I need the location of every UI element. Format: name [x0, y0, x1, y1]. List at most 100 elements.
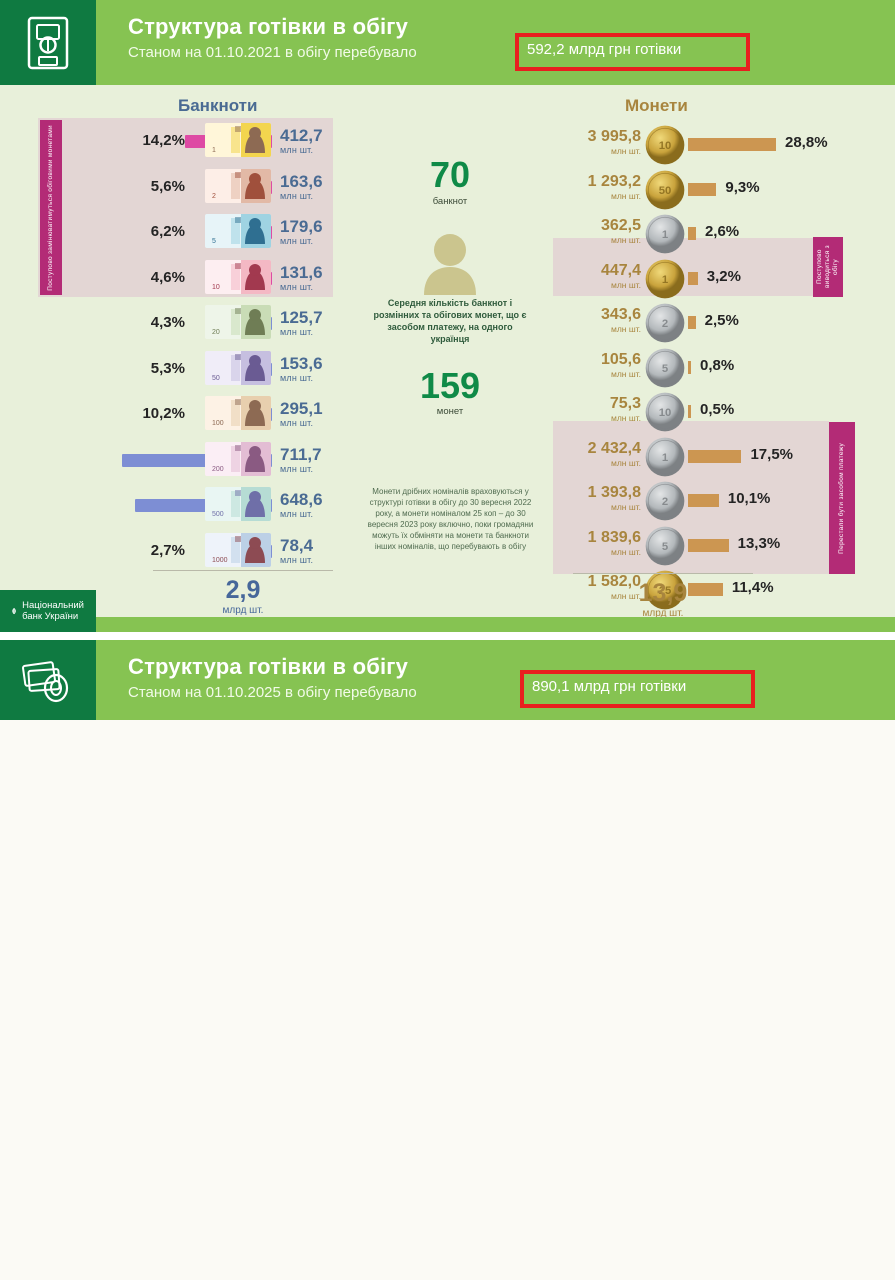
coin-pct: 3,2% [706, 267, 741, 285]
banknote-unit: млн шт. [280, 190, 314, 201]
coin-bar [688, 182, 717, 196]
panel1-banknotes-total-unit: млрд шт. [222, 605, 264, 616]
panel1-title: Структура готівки в обігу [128, 14, 409, 39]
coin-bar [688, 227, 696, 240]
banknote-unit: млн шт. [280, 372, 314, 383]
svg-text:25: 25 [659, 585, 672, 597]
panel1-nbu-badge: Національний банк України [0, 590, 96, 632]
panel2-subtitle: Станом на 01.10.2025 в обігу перебувало [128, 684, 417, 701]
svg-text:1: 1 [662, 274, 668, 286]
banknote-pct: 5,3% [150, 359, 185, 377]
svg-text:200: 200 [212, 466, 224, 473]
coin-bar [688, 360, 691, 374]
svg-text:5: 5 [662, 541, 668, 553]
banknote-pct: 5,6% [150, 177, 185, 195]
coin-pct: 0,5% [700, 401, 735, 418]
coin-value: 3 995,8 [587, 128, 641, 145]
coin-value: 1 839,6 [587, 528, 641, 546]
panel2-header-texts: Структура готівки в обігу Станом на 01.1… [128, 654, 417, 701]
coin-value: 105,6 [600, 350, 641, 368]
coin-value: 75,3 [609, 395, 641, 412]
banknote-image-100: 100 [205, 396, 271, 430]
svg-text:2: 2 [662, 318, 668, 330]
panel-2021: Структура готівки в обігу Станом на 01.1… [0, 0, 895, 632]
coin-bar [688, 583, 723, 596]
coin-pct: 13,3% [737, 534, 781, 552]
banknote-pct: 4,3% [150, 314, 185, 331]
svg-text:50: 50 [212, 375, 220, 382]
panel1-banknotes-vertical-label: Поступово замінюватимуться обіговими мон… [40, 120, 62, 295]
banknote-image-10: 10 [205, 259, 271, 294]
banknote-value: 412,7 [280, 126, 323, 145]
panel1-coins-total: 13,9 [638, 579, 688, 607]
coin-unit: млн шт. [611, 413, 641, 423]
panel1-coins-title: Монети [625, 96, 688, 115]
banknote-value: 131,6 [280, 262, 323, 282]
banknote-unit: млн шт. [280, 554, 314, 565]
banknote-value: 163,6 [280, 171, 323, 191]
coin-value: 1 582,0 [587, 573, 641, 590]
svg-text:500: 500 [212, 511, 224, 518]
coins-banknotes-icon [0, 640, 96, 720]
banknote-value: 125,7 [280, 308, 323, 327]
svg-text:1: 1 [662, 229, 668, 241]
banknote-image-20: 20 [205, 305, 271, 339]
panel2-amount: 890,1 млрд грн готівки [532, 678, 687, 695]
svg-text:10: 10 [659, 407, 672, 419]
coin-bar [688, 138, 776, 151]
coin-unit: млн шт. [611, 546, 641, 557]
coin-image-10: 10 [645, 125, 685, 165]
svg-text:1: 1 [662, 452, 668, 464]
panel1-avg-coins-label: монет [436, 406, 464, 417]
atm-banknote-icon [0, 0, 96, 85]
coin-bar [688, 271, 698, 285]
banknote-pct: 14,2% [142, 132, 185, 149]
coin-unit: млн шт. [611, 279, 641, 290]
coin-value: 2 432,4 [587, 439, 641, 457]
svg-text:2: 2 [662, 496, 668, 508]
coin-unit: млн шт. [611, 591, 641, 601]
svg-text:100: 100 [212, 420, 224, 427]
coin-bar [688, 316, 696, 329]
svg-text:5: 5 [662, 363, 668, 375]
svg-text:5: 5 [212, 238, 216, 245]
banknote-image-50: 50 [205, 350, 271, 385]
panel-2025: Структура готівки в обігу Станом на 01.1… [0, 640, 895, 1280]
svg-text:20: 20 [212, 329, 220, 336]
svg-text:50: 50 [659, 185, 672, 197]
banknote-image-1000: 1000 [205, 532, 271, 567]
coin-bar [688, 494, 719, 507]
coin-value: 1 293,2 [587, 172, 641, 190]
svg-text:2: 2 [212, 193, 216, 200]
panel1-header: Структура готівки в обігу Станом на 01.1… [0, 0, 895, 85]
svg-text:10: 10 [659, 140, 672, 152]
banknote-value: 78,4 [280, 535, 314, 555]
panel1-coins-vertical-label-1: Поступово виводиться з обігу [813, 237, 843, 297]
panel1-avg-banknotes-label: банкнот [432, 196, 468, 207]
coin-bar [688, 449, 742, 463]
panel1-avg-description: Середня кількість банкнот і розмінних та… [373, 298, 527, 344]
coin-pct: 2,6% [704, 223, 740, 240]
coin-pct: 10,1% [727, 490, 771, 507]
coin-pct: 0,8% [700, 356, 735, 374]
banknote-unit: млн шт. [280, 236, 314, 246]
panel1-coins-shaded-group-1 [553, 238, 815, 296]
coin-image-25: 25 [645, 570, 685, 610]
panel1-coins-total-unit: млрд шт. [642, 608, 684, 619]
coin-value: 1 393,8 [587, 484, 641, 501]
panel1-coins-total-rule [573, 573, 753, 574]
coin-image-2: 2 [645, 481, 685, 521]
coin-pct: 28,8% [785, 134, 828, 151]
coin-unit: млн шт. [611, 457, 641, 468]
banknote-value: 711,7 [280, 444, 322, 464]
panel1-bottom-strip [96, 617, 895, 632]
panel1-banknotes-total: 2,9 [225, 576, 261, 604]
banknote-value: 153,6 [280, 353, 323, 373]
banknote-image-200: 200 [205, 441, 271, 476]
coin-pct: 17,5% [750, 445, 794, 463]
coin-bar [688, 405, 691, 418]
banknote-value: 179,6 [280, 217, 323, 236]
coin-unit: млн шт. [611, 502, 641, 512]
banknote-pct: 6,2% [150, 223, 185, 240]
